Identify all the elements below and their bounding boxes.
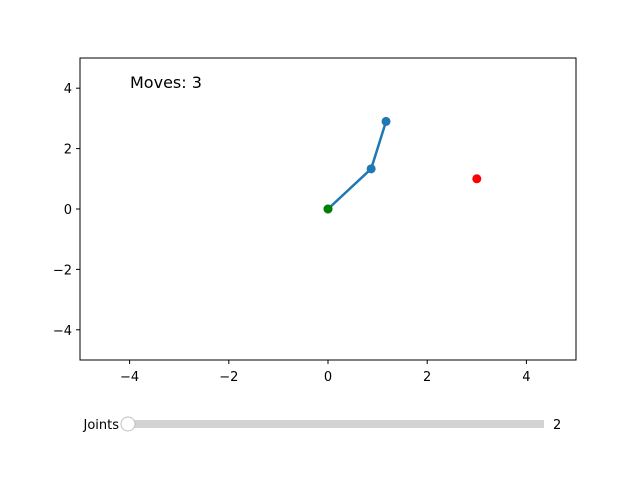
moves-counter: Moves: 3 <box>130 73 202 92</box>
base-point <box>323 204 333 214</box>
y-tick-label: 4 <box>64 82 72 97</box>
y-tick-label: −2 <box>53 263 72 278</box>
slider-track[interactable] <box>128 420 544 428</box>
x-tick-label: −2 <box>219 370 238 385</box>
slider-handle[interactable] <box>120 416 136 432</box>
arm-joint-point-1 <box>366 164 376 174</box>
slider-label: Joints <box>82 418 119 433</box>
x-tick-label: 4 <box>522 370 530 385</box>
target-point <box>472 174 482 184</box>
y-tick-label: 0 <box>64 203 72 218</box>
arm-joint-point-2 <box>381 116 391 126</box>
slider-value: 2 <box>553 418 561 433</box>
joints-slider[interactable]: Joints 2 <box>82 416 561 433</box>
x-axis: −4 −2 0 2 4 <box>120 360 531 385</box>
y-axis: −4 −2 0 2 4 <box>53 82 80 339</box>
x-tick-label: 0 <box>324 370 332 385</box>
y-tick-label: −4 <box>53 324 72 339</box>
x-tick-label: −4 <box>120 370 139 385</box>
y-tick-label: 2 <box>64 143 72 158</box>
plot-area: −4 −2 0 2 4 −4 −2 0 2 4 Moves: 3 <box>53 57 577 385</box>
chart-marks <box>323 116 482 214</box>
x-tick-label: 2 <box>423 370 431 385</box>
